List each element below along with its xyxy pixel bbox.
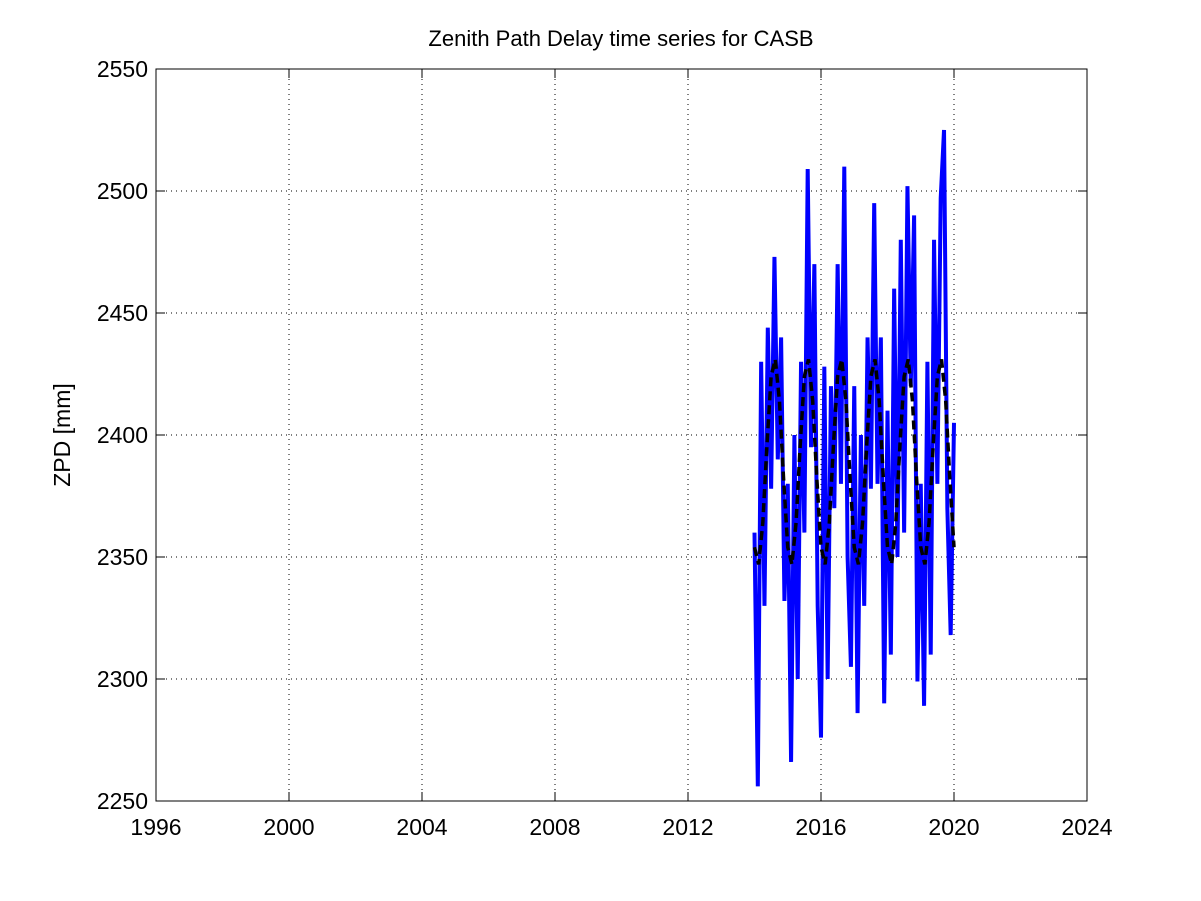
plot-frame: [155, 68, 1088, 802]
y-tick-label: 2550: [97, 56, 148, 82]
x-tick-label: 1996: [130, 814, 181, 840]
x-tick-label: 2008: [529, 814, 580, 840]
x-tick-label: 2012: [662, 814, 713, 840]
y-tick-label: 2350: [97, 544, 148, 570]
y-tick-label: 2400: [97, 422, 148, 448]
y-tick-label: 2300: [97, 666, 148, 692]
series-line: [752, 358, 956, 565]
series-line: [752, 129, 956, 787]
y-tick-label: 2450: [97, 300, 148, 326]
x-tick-label: 2004: [396, 814, 447, 840]
x-tick-label: 2016: [795, 814, 846, 840]
x-tick-label: 2000: [263, 814, 314, 840]
x-tick-label: 2024: [1061, 814, 1112, 840]
y-tick-label: 2250: [97, 788, 148, 814]
x-tick-label: 2020: [928, 814, 979, 840]
y-tick-label: 2500: [97, 178, 148, 204]
chart-title: Zenith Path Delay time series for CASB: [428, 26, 813, 51]
y-axis-label: ZPD [mm]: [49, 383, 75, 487]
